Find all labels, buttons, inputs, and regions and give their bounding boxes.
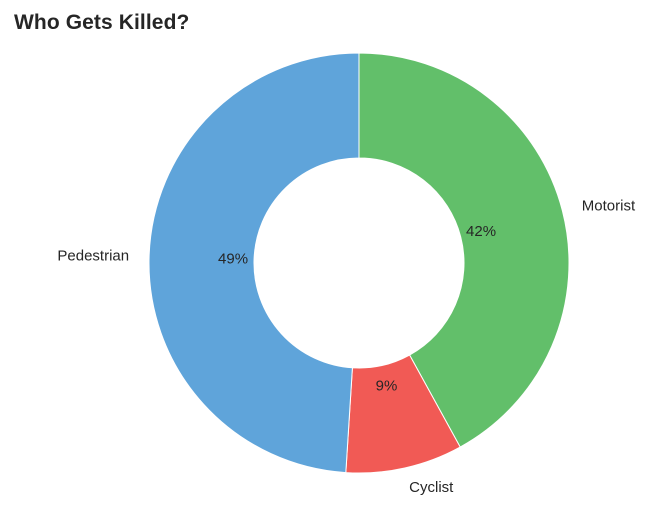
category-label-pedestrian: Pedestrian bbox=[57, 247, 129, 264]
category-label-motorist: Motorist bbox=[582, 197, 636, 214]
slice-motorist bbox=[358, 52, 570, 448]
pct-label-motorist: 42% bbox=[466, 223, 496, 240]
chart-title: Who Gets Killed? bbox=[14, 11, 190, 34]
donut-slices bbox=[148, 52, 570, 474]
slice-pedestrian bbox=[148, 52, 360, 474]
donut-labels: 42% Motorist 9% Cyclist 49% Pedestrian bbox=[57, 197, 636, 496]
pct-label-pedestrian: 49% bbox=[218, 251, 248, 268]
category-label-cyclist: Cyclist bbox=[409, 479, 454, 496]
pct-label-cyclist: 9% bbox=[376, 377, 398, 394]
